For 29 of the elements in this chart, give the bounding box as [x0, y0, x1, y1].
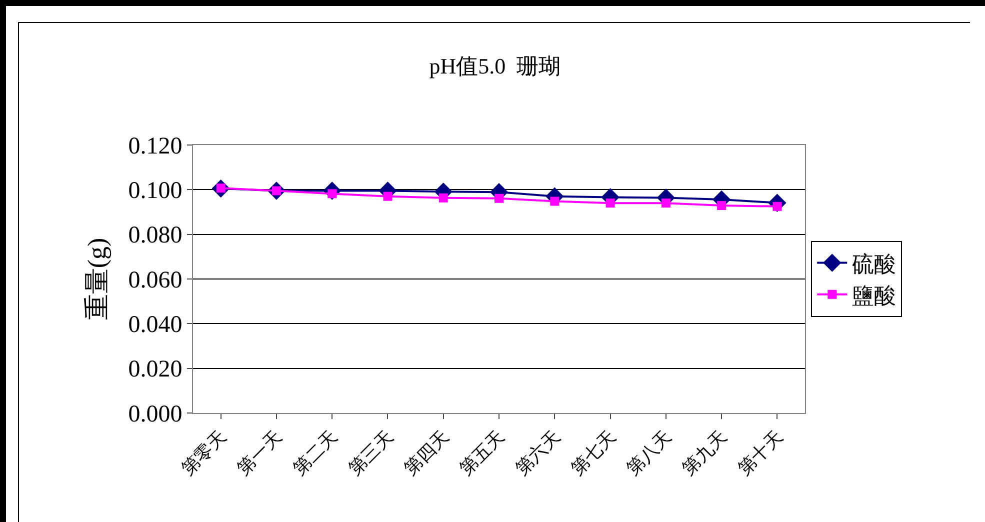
- y-tick-label: 0.100: [128, 178, 182, 204]
- legend-label: 鹽酸: [852, 282, 896, 308]
- x-tick-label: 第八天: [622, 426, 676, 479]
- x-tick-label: 第一天: [233, 426, 286, 479]
- point: [661, 198, 670, 208]
- point: [383, 192, 392, 201]
- x-tick-label: 第五天: [456, 426, 508, 479]
- y-axis-title: 重量(g): [82, 238, 112, 320]
- point: [717, 201, 726, 210]
- x-tick-label: 第二天: [288, 426, 342, 479]
- point: [606, 198, 615, 208]
- x-tick-label: 第三天: [344, 426, 397, 479]
- x-tick-label: 第十天: [734, 426, 786, 479]
- chart-title: pH值5.0 珊瑚: [429, 53, 561, 78]
- point: [438, 193, 448, 202]
- y-tick-label: 0.020: [128, 356, 182, 383]
- x-tick-label: 第四天: [400, 426, 453, 479]
- x-tick-label: 第七天: [567, 426, 620, 479]
- point: [494, 194, 504, 203]
- x-tick-label: 第六天: [512, 426, 564, 479]
- legend-label: 硫酸: [852, 251, 896, 276]
- y-tick-label: 0.060: [128, 267, 182, 294]
- point: [550, 196, 560, 206]
- y-tick-label: 0.040: [128, 312, 182, 338]
- y-tick-label: 0.080: [128, 222, 182, 249]
- y-tick-label: 0.120: [128, 133, 182, 160]
- x-tick-label: 第九天: [678, 426, 731, 479]
- x-tick-label: 第零天: [178, 426, 230, 479]
- y-tick-label: 0.000: [128, 401, 182, 428]
